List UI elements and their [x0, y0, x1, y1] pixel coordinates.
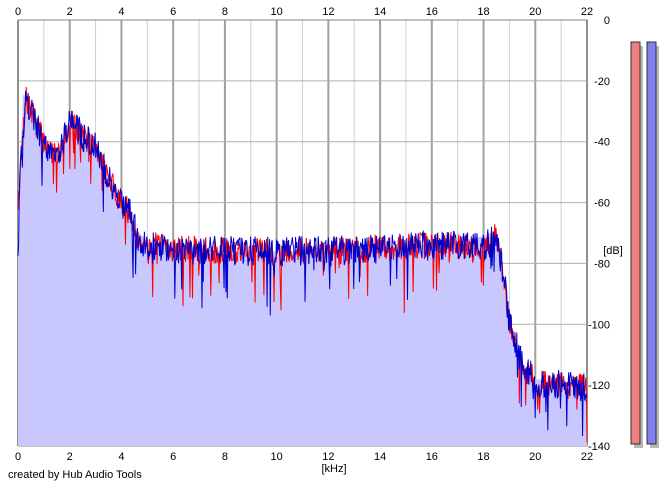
series-line-R — [17, 91, 588, 437]
y-tick-label: -60 — [594, 198, 610, 210]
x-tick-label-bottom: 22 — [581, 451, 593, 463]
y-tick-label: -80 — [594, 258, 610, 270]
x-tick-label-top: 22 — [581, 6, 593, 18]
y-tick-label: -140 — [588, 441, 610, 453]
x-axis-label: [kHz] — [321, 463, 346, 475]
credit-text: created by Hub Audio Tools — [8, 469, 142, 481]
y-tick-label: -20 — [594, 76, 610, 88]
x-tick-label-top: 10 — [271, 6, 283, 18]
x-tick-label-bottom: 10 — [271, 451, 283, 463]
x-tick-label-top: 4 — [118, 6, 124, 18]
y-tick-label: -40 — [594, 137, 610, 149]
series-layer — [17, 86, 588, 443]
x-tick-label-bottom: 20 — [529, 451, 541, 463]
y-axis-label: [dB] — [603, 245, 623, 257]
x-tick-label-bottom: 4 — [118, 451, 124, 463]
x-tick-label-bottom: 2 — [67, 451, 73, 463]
y-tick-label: -100 — [588, 319, 610, 331]
x-tick-label-top: 6 — [170, 6, 176, 18]
x-tick-label-bottom: 0 — [15, 451, 21, 463]
x-tick-label-top: 0 — [15, 6, 21, 18]
y-axis-ticks: 0 -20 -40 -60 -80 -100 -120 -140 — [588, 15, 610, 453]
x-tick-label-bottom: 6 — [170, 451, 176, 463]
level-meters — [630, 41, 659, 448]
x-tick-label-bottom: 8 — [222, 451, 228, 463]
x-tick-label-top: 14 — [374, 6, 386, 18]
x-tick-label-bottom: 14 — [374, 451, 386, 463]
y-tick-label: 0 — [604, 15, 610, 27]
right-level-meter — [646, 41, 657, 445]
left-level-meter — [630, 41, 641, 445]
x-tick-label-top: 2 — [67, 6, 73, 18]
x-tick-label-top: 18 — [477, 6, 489, 18]
x-tick-label-top: 8 — [222, 6, 228, 18]
x-tick-label-bottom: 18 — [477, 451, 489, 463]
y-tick-label: -120 — [588, 380, 610, 392]
x-tick-label-top: 12 — [322, 6, 334, 18]
x-tick-label-bottom: 12 — [322, 451, 334, 463]
x-tick-label-top: 20 — [529, 6, 541, 18]
x-tick-label-top: 16 — [426, 6, 438, 18]
spectrum-fill-area — [18, 94, 587, 446]
x-tick-label-bottom: 16 — [426, 451, 438, 463]
